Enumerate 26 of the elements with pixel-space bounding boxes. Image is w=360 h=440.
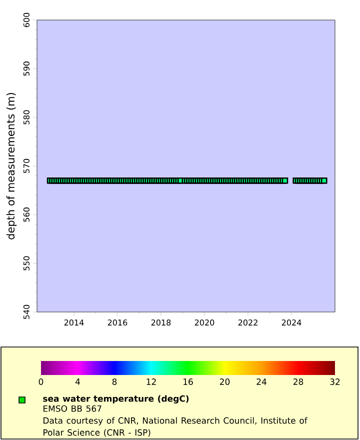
y-tick-label: 580 (23, 110, 30, 124)
text: Data courtesy of CNR, National Research Council, Institute of Polar Science (CNR - ISP) (44, 417, 308, 437)
x-tick-label: 2020 (194, 320, 214, 326)
y-tick-label: 540 (23, 304, 30, 320)
x-tick-label: 2014 (64, 320, 84, 326)
y-tick-label: 600 (23, 12, 30, 28)
color-bar-label: 20 (220, 378, 230, 385)
y-tick-label: 550 (23, 256, 30, 270)
x-tick-label: 2018 (151, 320, 171, 326)
y-tick-label: 570 (23, 158, 30, 174)
color-bar-label: 0 (38, 378, 44, 385)
text: EMSO BB 567 (44, 405, 102, 412)
color-bar-label: 16 (184, 378, 193, 385)
color-bar-label: 32 (330, 378, 340, 385)
color-bar-label: 8 (112, 378, 117, 385)
x-tick-label: 2024 (282, 320, 302, 326)
text: sea water temperature (degC) (43, 395, 189, 404)
x-tick-label: 2022 (238, 320, 258, 326)
y-tick-label: 560 (23, 208, 30, 222)
y-tick-label: 590 (23, 62, 30, 76)
color-bar-label: 4 (75, 378, 80, 385)
color-bar-label: 24 (256, 378, 266, 385)
color-bar-label: 28 (293, 378, 304, 385)
y-axis-title: depth of measurements (m) (6, 92, 17, 240)
x-tick-label: 2016 (108, 320, 128, 326)
color-bar-label: 12 (146, 378, 156, 385)
